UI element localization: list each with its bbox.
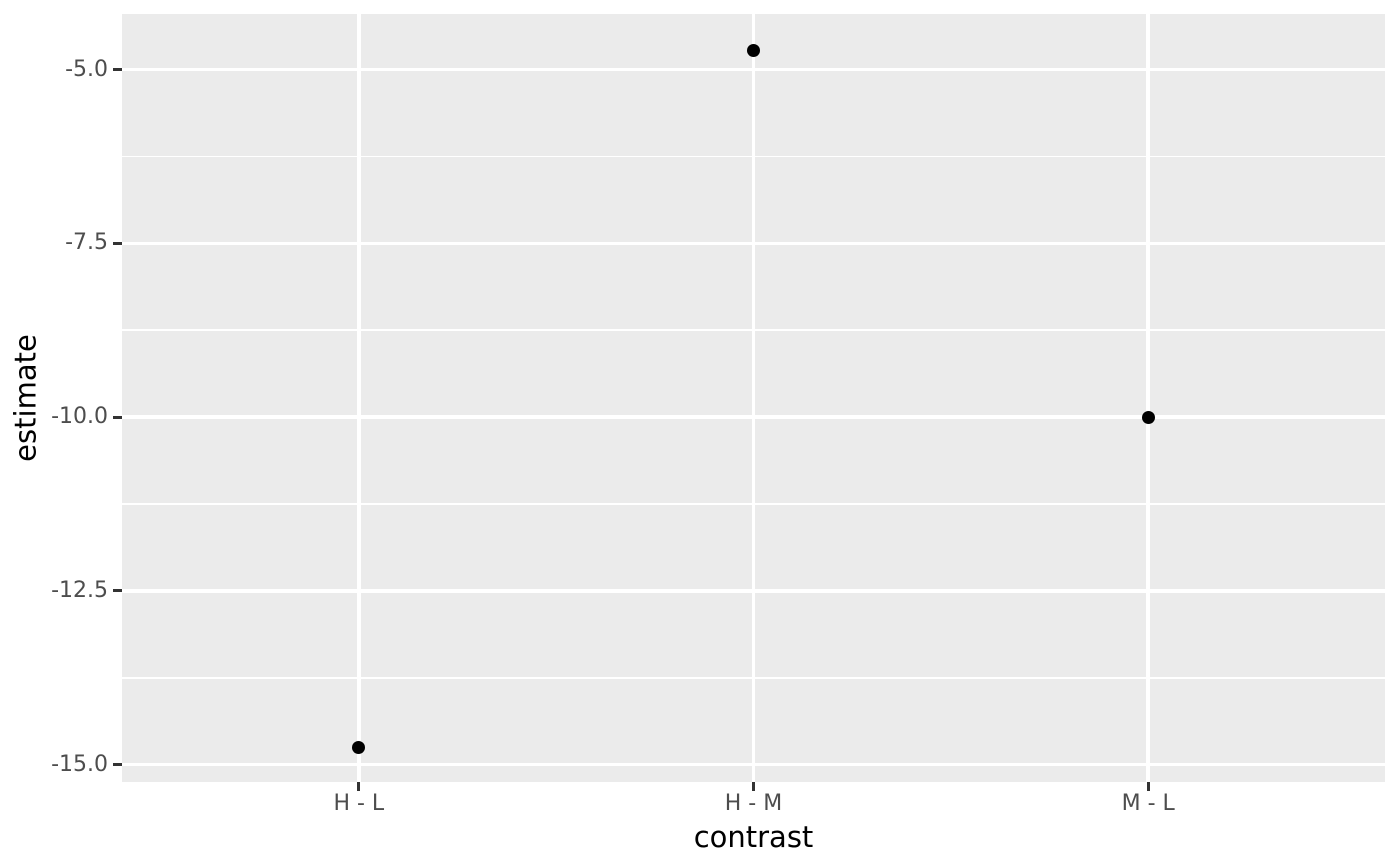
x-tick-label: M - L bbox=[1121, 791, 1175, 816]
data-point bbox=[352, 740, 366, 754]
data-point bbox=[747, 43, 760, 57]
y-tick-label: -7.5 bbox=[65, 230, 108, 256]
x-tick-label: H - M bbox=[724, 791, 783, 816]
x-gridline-major bbox=[357, 14, 361, 782]
y-tick-mark bbox=[113, 241, 122, 245]
x-tick-mark bbox=[357, 782, 361, 791]
x-tick-mark bbox=[752, 782, 755, 791]
y-tick-mark bbox=[113, 415, 122, 419]
y-tick-mark bbox=[113, 763, 122, 767]
x-gridline-major bbox=[751, 14, 756, 782]
y-tick-mark bbox=[113, 589, 122, 593]
y-tick-label: -10.0 bbox=[51, 404, 108, 430]
y-axis-title: estimate bbox=[8, 334, 43, 462]
x-axis-title: contrast bbox=[693, 820, 814, 854]
x-tick-label: H - L bbox=[333, 791, 385, 816]
y-tick-label: -15.0 bbox=[51, 751, 108, 777]
y-tick-mark bbox=[113, 68, 122, 72]
data-point bbox=[1141, 410, 1155, 424]
plot-panel bbox=[122, 14, 1385, 782]
y-tick-label: -5.0 bbox=[65, 56, 108, 82]
y-tick-label: -12.5 bbox=[51, 577, 108, 603]
x-tick-mark bbox=[1146, 782, 1150, 791]
x-gridline-major bbox=[1146, 14, 1150, 782]
